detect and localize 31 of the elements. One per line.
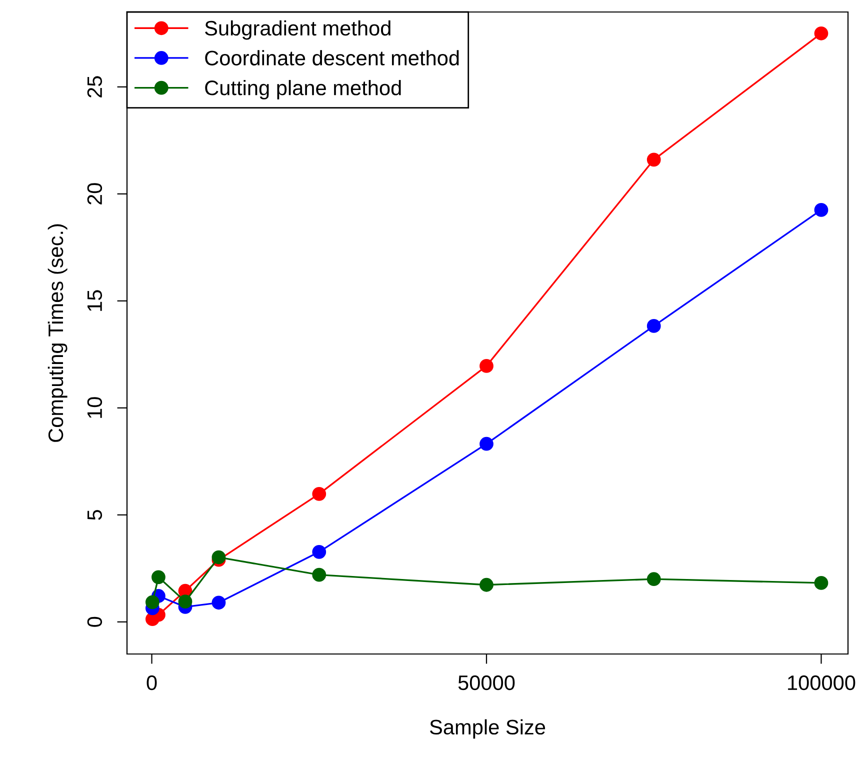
point bbox=[212, 596, 226, 610]
point bbox=[212, 550, 226, 564]
y-tick-label: 0 bbox=[87, 616, 102, 627]
x-axis-title: Sample Size bbox=[430, 719, 546, 739]
point bbox=[312, 544, 326, 559]
point bbox=[814, 576, 828, 590]
point bbox=[480, 359, 494, 373]
legend-label: Cutting plane method bbox=[205, 80, 401, 100]
point bbox=[178, 594, 192, 609]
y-tick-label: 20 bbox=[87, 183, 102, 204]
point bbox=[646, 572, 661, 586]
point bbox=[646, 152, 661, 167]
x-tick-label: 0 bbox=[146, 675, 157, 690]
point bbox=[312, 568, 326, 582]
point bbox=[145, 595, 160, 610]
x-tick-label: 50000 bbox=[458, 675, 515, 690]
legend-label: Coordinate descent method bbox=[205, 50, 459, 66]
point bbox=[312, 486, 326, 501]
point bbox=[480, 436, 494, 451]
legend-label: Subgradient method bbox=[205, 20, 390, 40]
y-axis-title: Computing Times (sec.) bbox=[48, 224, 68, 442]
y-tick-label: 5 bbox=[88, 510, 102, 520]
x-tick-label: 100000 bbox=[788, 675, 856, 690]
point bbox=[152, 570, 166, 584]
point bbox=[480, 578, 494, 592]
y-tick-label: 10 bbox=[87, 397, 102, 418]
point bbox=[814, 203, 828, 217]
point bbox=[646, 318, 661, 333]
y-tick-label: 15 bbox=[88, 290, 102, 311]
y-tick-label: 25 bbox=[87, 76, 102, 98]
point bbox=[814, 26, 828, 40]
